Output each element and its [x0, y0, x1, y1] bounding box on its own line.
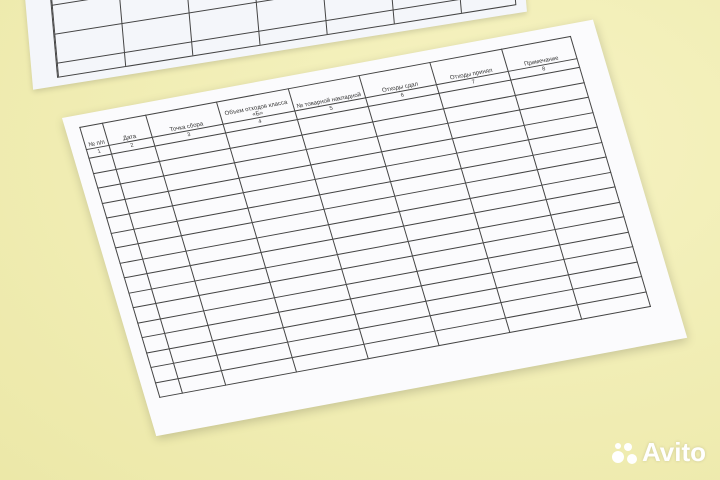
- avito-watermark: Avito: [611, 437, 706, 468]
- avito-text: Avito: [641, 437, 706, 467]
- avito-logo-icon: [611, 441, 638, 465]
